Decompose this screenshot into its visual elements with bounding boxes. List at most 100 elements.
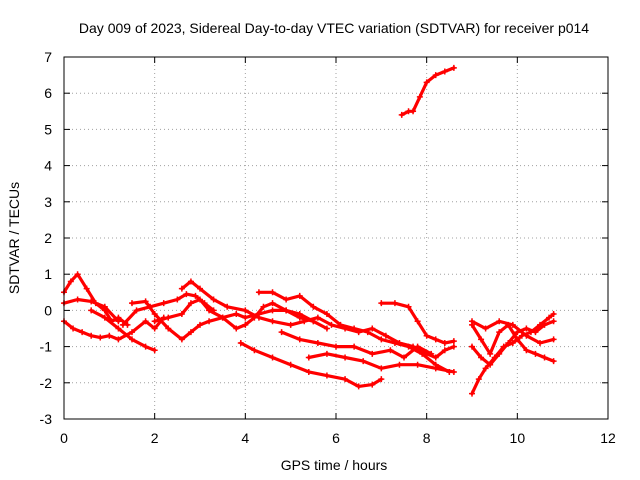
data-point: [546, 314, 553, 321]
data-point: [496, 329, 503, 336]
data-point: [410, 108, 417, 115]
data-point: [133, 307, 140, 314]
y-tick-label: 1: [44, 266, 52, 282]
y-tick-label: 7: [44, 49, 52, 65]
data-point: [251, 347, 258, 354]
data-point: [151, 347, 158, 354]
data-point: [210, 296, 217, 303]
data-point: [423, 79, 430, 86]
data-point: [88, 307, 95, 314]
data-point: [129, 329, 135, 336]
data-point: [532, 329, 539, 336]
data-point: [151, 325, 158, 332]
data-point: [237, 339, 244, 346]
y-axis-label: SDTVAR / TECUs: [6, 182, 22, 294]
y-tick-label: 0: [44, 302, 52, 318]
data-point: [197, 285, 203, 292]
data-point: [142, 298, 149, 305]
data-point: [469, 318, 475, 325]
data-point: [378, 336, 385, 343]
data-point: [269, 289, 276, 296]
data-point: [197, 296, 203, 303]
data-point: [88, 298, 95, 305]
data-point: [478, 336, 485, 343]
data-point: [301, 318, 308, 325]
data-point: [514, 336, 521, 343]
data-point: [296, 336, 303, 343]
data-point: [197, 321, 203, 328]
data-point: [151, 311, 158, 318]
x-tick-label: 2: [151, 430, 159, 446]
data-point: [469, 390, 475, 397]
data-point: [450, 338, 457, 345]
data-point: [378, 376, 385, 383]
data-point: [187, 278, 194, 285]
data-point: [129, 336, 135, 343]
data-point: [432, 336, 439, 343]
data-point: [323, 311, 330, 318]
data-point: [206, 318, 213, 325]
data-point: [233, 325, 240, 332]
data-point: [450, 343, 457, 350]
series-arc-12: [280, 330, 433, 360]
y-tick-label: -1: [40, 339, 53, 355]
data-point: [106, 332, 113, 339]
x-tick-label: 12: [600, 430, 616, 446]
data-point: [328, 321, 335, 328]
data-point: [305, 354, 312, 361]
data-point: [509, 321, 516, 328]
data-point: [405, 343, 412, 350]
data-point: [419, 350, 426, 357]
data-point: [192, 292, 199, 299]
series-group: [61, 64, 557, 397]
series-arc-8: [180, 279, 456, 360]
data-point: [475, 376, 482, 383]
data-point: [450, 368, 457, 375]
data-point: [405, 303, 412, 310]
data-point: [224, 303, 231, 310]
data-point: [101, 314, 108, 321]
data-point: [269, 300, 276, 307]
data-point: [115, 336, 122, 343]
data-point: [441, 339, 448, 346]
data-point: [260, 303, 267, 310]
data-point: [255, 314, 262, 321]
data-point: [178, 285, 185, 292]
data-point: [151, 318, 158, 325]
data-point: [378, 365, 385, 372]
data-point: [482, 365, 489, 372]
data-point: [369, 381, 376, 388]
series-arc-14: [400, 66, 456, 117]
data-point: [369, 350, 376, 357]
data-point: [378, 300, 385, 307]
data-point: [541, 321, 548, 328]
data-point: [416, 93, 423, 100]
y-tick-label: 5: [44, 121, 52, 137]
data-point: [314, 339, 321, 346]
data-point: [428, 350, 435, 357]
data-point: [101, 303, 108, 310]
data-point: [496, 318, 503, 325]
data-point: [414, 343, 421, 350]
data-point: [187, 300, 194, 307]
plot-frame: [63, 56, 609, 420]
data-point: [323, 372, 330, 379]
x-tick-label: 0: [60, 430, 68, 446]
x-tick-label: 10: [510, 430, 526, 446]
y-tick-label: -3: [40, 411, 53, 427]
data-point: [314, 314, 321, 321]
data-point: [219, 314, 226, 321]
y-tick-label: 6: [44, 85, 52, 101]
data-point: [269, 354, 276, 361]
data-point: [88, 332, 95, 339]
data-point: [323, 350, 330, 357]
data-point: [79, 329, 86, 336]
data-point: [160, 300, 167, 307]
data-point: [269, 318, 276, 325]
series-arc-18: [470, 319, 556, 367]
data-point: [178, 311, 185, 318]
data-point: [206, 307, 213, 314]
data-point: [396, 361, 403, 368]
data-point: [74, 271, 81, 278]
data-point: [541, 354, 548, 361]
